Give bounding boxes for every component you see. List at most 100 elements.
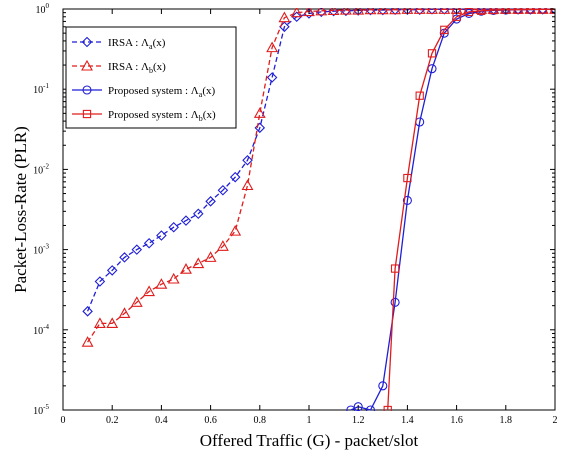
data-point <box>402 195 412 206</box>
data-point <box>180 263 192 274</box>
legend-label: IRSA : Λb(x) <box>108 61 166 75</box>
data-point <box>352 8 364 16</box>
legend: IRSA : Λa(x)IRSA : Λb(x)Proposed system … <box>65 26 237 129</box>
data-point <box>241 179 254 191</box>
x-tick-label: 0.6 <box>204 415 217 426</box>
y-tick-exponent: -5 <box>43 403 49 411</box>
data-point <box>365 8 376 16</box>
data-point <box>229 171 241 183</box>
x-tick-label: 0.2 <box>106 415 119 426</box>
x-tick-label: 1.2 <box>352 415 365 426</box>
x-tick-label: 0.4 <box>155 415 168 426</box>
data-point <box>119 252 130 263</box>
data-point <box>477 8 486 15</box>
legend-label-suffix: (x) <box>153 61 166 73</box>
data-point <box>106 317 119 328</box>
series-4 <box>383 8 555 411</box>
y-tick-base: 10 <box>33 85 43 96</box>
y-tick-label: 10-3 <box>33 243 49 257</box>
y-tick-exponent: -2 <box>43 162 49 170</box>
data-point <box>365 405 376 411</box>
data-point <box>352 8 365 15</box>
x-tick-label: 1 <box>307 415 312 426</box>
legend-entry: Proposed system : Λb(x) <box>72 109 216 123</box>
legend-label-subscript: b <box>199 114 203 123</box>
x-tick-label: 1.4 <box>401 415 414 426</box>
data-point <box>167 272 180 284</box>
y-tick-label: 10-4 <box>33 323 49 337</box>
tick-layer: 0 0.2 0.4 0.6 0.8 1 1.2 1.4 1.6 1.8 210-510-410-31… <box>33 2 557 426</box>
legend-entry: IRSA : Λb(x) <box>72 59 166 75</box>
data-point <box>475 8 488 14</box>
legend-label-subscript: a <box>149 42 153 51</box>
y-tick-exponent: -3 <box>43 243 49 251</box>
y-tick-base: 10 <box>33 165 43 176</box>
data-point <box>242 154 253 166</box>
y-tick-base: 10 <box>36 5 46 16</box>
legend-marker <box>81 59 93 71</box>
series-layer <box>81 8 555 411</box>
data-point <box>464 8 474 17</box>
data-point <box>340 8 352 17</box>
legend-label-suffix: (x) <box>203 109 216 121</box>
legend-entry: IRSA : Λa(x) <box>72 36 166 51</box>
legend-label-text: Proposed system : Λ <box>108 85 199 97</box>
data-point <box>489 8 498 15</box>
legend-label: IRSA : Λa(x) <box>108 37 166 51</box>
data-point <box>402 8 413 15</box>
x-tick-label: 1.6 <box>450 415 463 426</box>
y-tick-exponent: -4 <box>43 323 49 331</box>
x-tick-label: 0.8 <box>254 415 267 426</box>
data-point <box>440 25 449 34</box>
legend-label-text: IRSA : Λ <box>108 61 149 73</box>
data-point <box>327 8 340 15</box>
legend-label-suffix: (x) <box>202 85 215 97</box>
y-tick-label: 10-2 <box>33 162 49 176</box>
data-point <box>143 237 155 249</box>
y-tick-label: 10-1 <box>33 82 49 96</box>
data-point <box>513 8 523 14</box>
data-point <box>364 8 377 15</box>
data-point <box>254 122 266 134</box>
data-point <box>353 402 363 411</box>
legend-label-subscript: b <box>149 66 153 75</box>
y-tick-label: 100 <box>36 2 50 16</box>
data-point <box>217 184 229 196</box>
data-point <box>229 224 242 236</box>
legend-label-text: Proposed system : Λ <box>108 109 199 121</box>
x-tick-label: 0 <box>61 415 66 426</box>
data-point <box>413 8 426 14</box>
data-point <box>155 278 168 289</box>
data-point <box>205 196 216 207</box>
data-point <box>192 257 205 269</box>
data-point <box>389 8 402 15</box>
data-point <box>204 251 217 262</box>
data-point <box>291 11 302 23</box>
data-point <box>378 381 388 391</box>
data-point <box>383 405 392 411</box>
data-point <box>377 8 389 16</box>
data-point <box>253 107 266 118</box>
data-point <box>266 72 278 83</box>
y-tick-base: 10 <box>33 406 43 417</box>
data-point <box>526 8 535 14</box>
data-point <box>106 265 118 276</box>
data-point <box>93 317 106 328</box>
data-point <box>403 173 412 183</box>
data-point <box>130 296 143 307</box>
legend-label-subscript: a <box>199 90 203 99</box>
data-point <box>82 306 93 317</box>
data-point <box>414 8 425 15</box>
data-point <box>303 8 315 17</box>
y-tick-base: 10 <box>33 326 43 337</box>
data-point <box>328 8 339 17</box>
legend-box <box>65 26 237 129</box>
legend-label-text: IRSA : Λ <box>108 37 149 49</box>
data-point <box>346 405 356 411</box>
legend-label-suffix: (x) <box>153 37 166 49</box>
data-point <box>266 41 279 53</box>
data-point <box>143 285 156 297</box>
data-point <box>315 8 328 16</box>
data-point <box>426 8 438 14</box>
data-point <box>427 49 437 58</box>
